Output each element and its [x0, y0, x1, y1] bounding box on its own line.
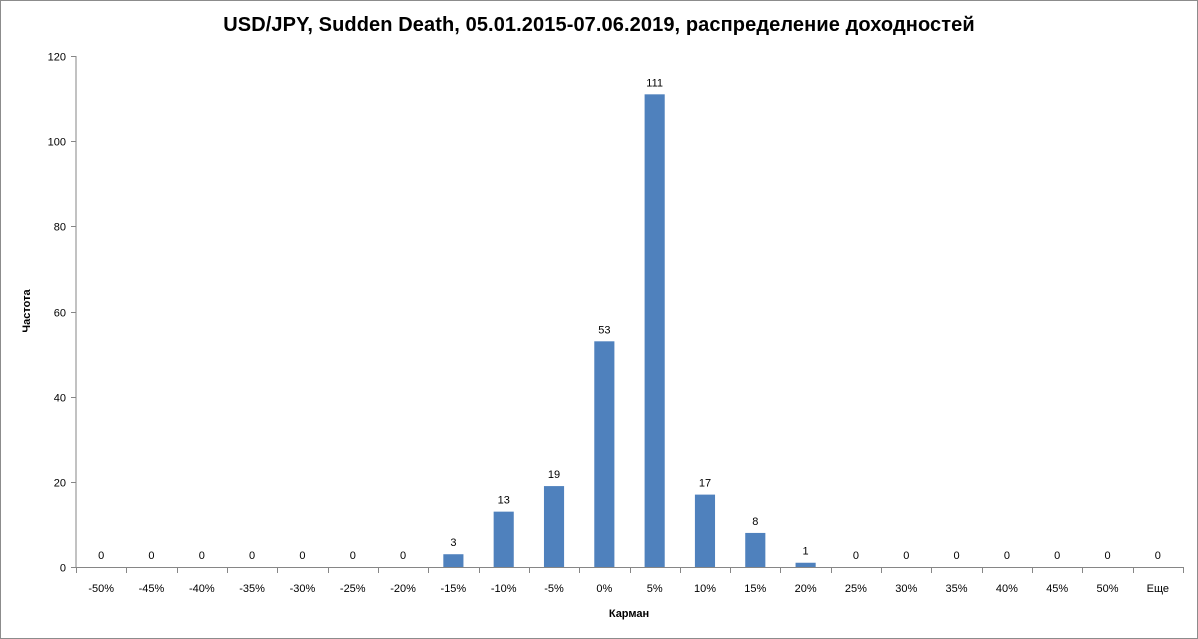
bar [443, 554, 464, 567]
x-axis-title: Карман [608, 608, 650, 620]
x-tick-label: -25% [340, 583, 366, 595]
data-label: 0 [1104, 550, 1110, 562]
x-tick-label: -20% [390, 583, 416, 595]
y-axis: 0 20 40 60 80 100 120 [48, 52, 77, 575]
x-tick-label: -50% [88, 583, 114, 595]
data-label: 53 [598, 324, 610, 336]
data-label: 0 [400, 550, 406, 562]
y-tick-label: 60 [54, 308, 66, 320]
y-tick-label: 20 [54, 478, 66, 490]
bar [694, 494, 716, 567]
x-tick-label: -45% [139, 583, 165, 595]
data-label: 3 [450, 537, 456, 549]
x-tick-label: 10% [694, 583, 716, 595]
bar-series [443, 94, 816, 567]
data-label: 0 [148, 550, 154, 562]
data-label: 17 [699, 478, 711, 490]
x-tick-label: 20% [795, 583, 817, 595]
x-tick-label: -10% [491, 583, 517, 595]
data-label: 0 [1004, 550, 1010, 562]
data-label: 0 [350, 550, 356, 562]
y-tick-label: 100 [48, 137, 66, 149]
y-tick-label: 40 [54, 393, 66, 405]
data-label: 1 [803, 546, 809, 558]
bar [745, 532, 766, 567]
x-tick-label: 25% [845, 583, 867, 595]
data-label: 0 [249, 550, 255, 562]
x-tick-label: 30% [895, 583, 917, 595]
data-label: 0 [1155, 550, 1161, 562]
data-label: 111 [646, 77, 663, 89]
x-tick-label: 45% [1046, 583, 1068, 595]
data-label: 0 [954, 550, 960, 562]
x-tick-label: 0% [596, 583, 612, 595]
data-label: 0 [1054, 550, 1060, 562]
data-label: 0 [199, 550, 205, 562]
x-tick-label: -30% [290, 583, 316, 595]
x-tick-label: -40% [189, 583, 215, 595]
x-tick-label: -5% [544, 583, 564, 595]
data-label: 19 [548, 469, 560, 481]
y-tick-label: 80 [54, 222, 66, 234]
data-label: 0 [903, 550, 909, 562]
data-labels: 0 0 0 0 0 0 0 3 13 19 53 111 17 8 1 0 0 0 0 0 0 0 [98, 77, 1161, 562]
bar [644, 94, 665, 567]
chart-title: USD/JPY, Sudden Death, 05.01.2015-07.06.… [223, 14, 975, 36]
bar [493, 511, 514, 567]
data-label: 13 [498, 495, 510, 507]
x-tick-label: -35% [239, 583, 265, 595]
x-tick-label: 15% [744, 583, 766, 595]
data-label: 0 [98, 550, 104, 562]
y-tick-label: 120 [48, 52, 66, 64]
data-label: 0 [853, 550, 859, 562]
data-label: 8 [752, 516, 758, 528]
x-tick-label: Еще [1147, 583, 1169, 595]
y-tick-label: 0 [60, 563, 66, 575]
x-tick-label: 35% [946, 583, 968, 595]
bar [795, 562, 816, 567]
data-label: 0 [299, 550, 305, 562]
x-tick-label: 50% [1097, 583, 1119, 595]
x-tick-label: 40% [996, 583, 1018, 595]
x-axis: -50% -45% -40% -35% -30% -25% -20% -15% -10% -5% 0… [76, 567, 1184, 595]
bar [543, 486, 565, 567]
x-tick-label: -15% [441, 583, 467, 595]
bar [594, 341, 615, 567]
x-tick-label: 5% [647, 583, 663, 595]
